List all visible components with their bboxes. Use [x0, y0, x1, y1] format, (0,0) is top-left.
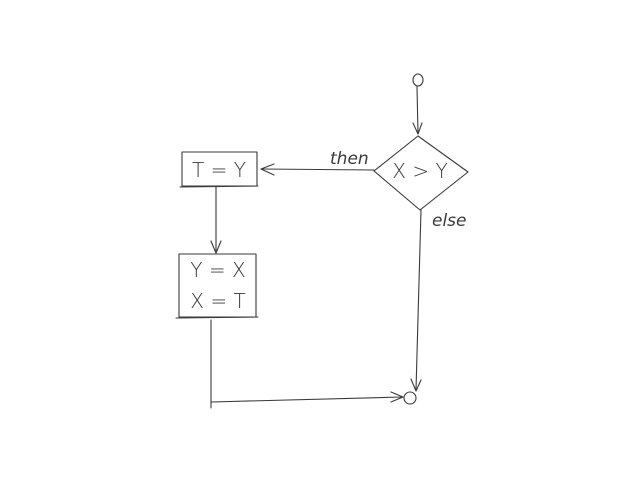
merge-arrow-head [390, 391, 404, 403]
then-arrow-head [260, 163, 275, 176]
then-arrow-line [261, 168, 375, 171]
start-arrow-head [412, 122, 423, 135]
swap-box-shadow [175, 316, 259, 319]
decision-text: X > Y [392, 159, 447, 183]
then-label: then [330, 149, 369, 169]
merge-arrow-line [210, 396, 403, 403]
assign-t-text: T = Y [192, 158, 246, 182]
swap-line-2: X = T [190, 289, 245, 313]
decision-diamond [373, 135, 469, 211]
else-label: else [432, 211, 467, 231]
swap-line-1: Y = X [190, 258, 245, 282]
start-node [412, 73, 424, 87]
assign-t-box-shadow [179, 185, 259, 188]
else-arrow-line [415, 209, 422, 391]
else-arrow-head [410, 378, 422, 392]
start-arrow-line [416, 86, 419, 135]
end-node [403, 391, 417, 405]
assign-arrow-head [210, 240, 222, 254]
